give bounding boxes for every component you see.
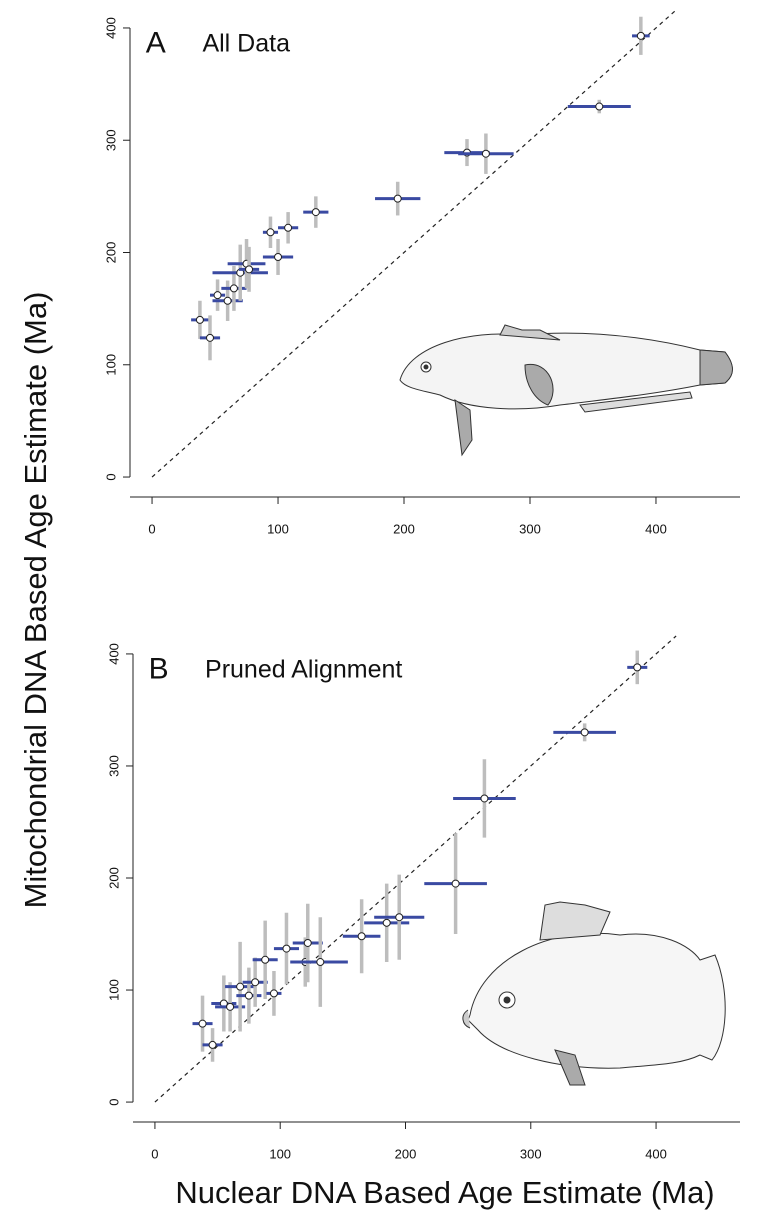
point <box>208 1040 217 1049</box>
point <box>382 918 391 927</box>
point <box>236 982 245 991</box>
y-tick-label: 400 <box>103 17 118 39</box>
x-tick-label: 300 <box>520 1146 542 1161</box>
point <box>636 31 645 40</box>
point <box>269 989 278 998</box>
panels: 0 100 200 300 400 0 100 200 300 400 A All Data 0 100 2… <box>103 9 740 1161</box>
point <box>633 663 642 672</box>
y-tick-label: 300 <box>106 755 121 777</box>
y-tick-label: 100 <box>106 979 121 1001</box>
point <box>205 333 214 342</box>
fish-illustration <box>399 324 733 457</box>
point <box>393 194 402 203</box>
x-tick-label: 0 <box>148 521 155 536</box>
point <box>451 879 460 888</box>
x-tick-label: 100 <box>267 521 289 536</box>
point <box>580 728 589 737</box>
point <box>357 932 366 941</box>
point <box>244 991 253 1000</box>
y-tick-label: 0 <box>103 473 118 480</box>
panel-label: B <box>149 653 169 686</box>
point <box>245 265 254 274</box>
point <box>226 1002 235 1011</box>
point <box>284 223 293 232</box>
point <box>229 284 238 293</box>
point <box>198 1019 207 1028</box>
y-tick-label: 0 <box>106 1098 121 1105</box>
x-tick-label: 100 <box>269 1146 291 1161</box>
point <box>316 958 325 967</box>
point <box>223 296 232 305</box>
panel-title: All Data <box>202 29 290 57</box>
x-tick-label: 300 <box>519 521 541 536</box>
panel-title: Pruned Alignment <box>205 655 402 683</box>
point <box>195 315 204 324</box>
fish-illustration <box>462 901 726 1086</box>
x-tick-label: 200 <box>393 521 415 536</box>
point <box>213 291 222 300</box>
y-axis-label: Mitochondrial DNA Based Age Estimate (Ma… <box>18 292 53 909</box>
point <box>480 794 489 803</box>
point <box>595 102 604 111</box>
point <box>274 252 283 261</box>
panel-label: A <box>146 27 166 60</box>
x-axis-label: Nuclear DNA Based Age Estimate (Ma) <box>175 1175 714 1210</box>
x-tick-label: 0 <box>151 1146 158 1161</box>
y-tick-label: 400 <box>106 643 121 665</box>
point <box>251 978 260 987</box>
point <box>266 228 275 237</box>
point <box>261 955 270 964</box>
point <box>395 913 404 922</box>
x-tick-label: 400 <box>645 1146 667 1161</box>
y-tick-label: 200 <box>106 867 121 889</box>
reference-line <box>151 9 677 478</box>
point <box>481 149 490 158</box>
x-tick-label: 200 <box>395 1146 417 1161</box>
y-tick-label: 300 <box>103 129 118 151</box>
x-tick-label: 400 <box>645 521 667 536</box>
y-tick-label: 200 <box>103 242 118 264</box>
point <box>282 944 291 953</box>
point <box>311 208 320 217</box>
y-tick-label: 100 <box>103 354 118 376</box>
point <box>303 938 312 947</box>
